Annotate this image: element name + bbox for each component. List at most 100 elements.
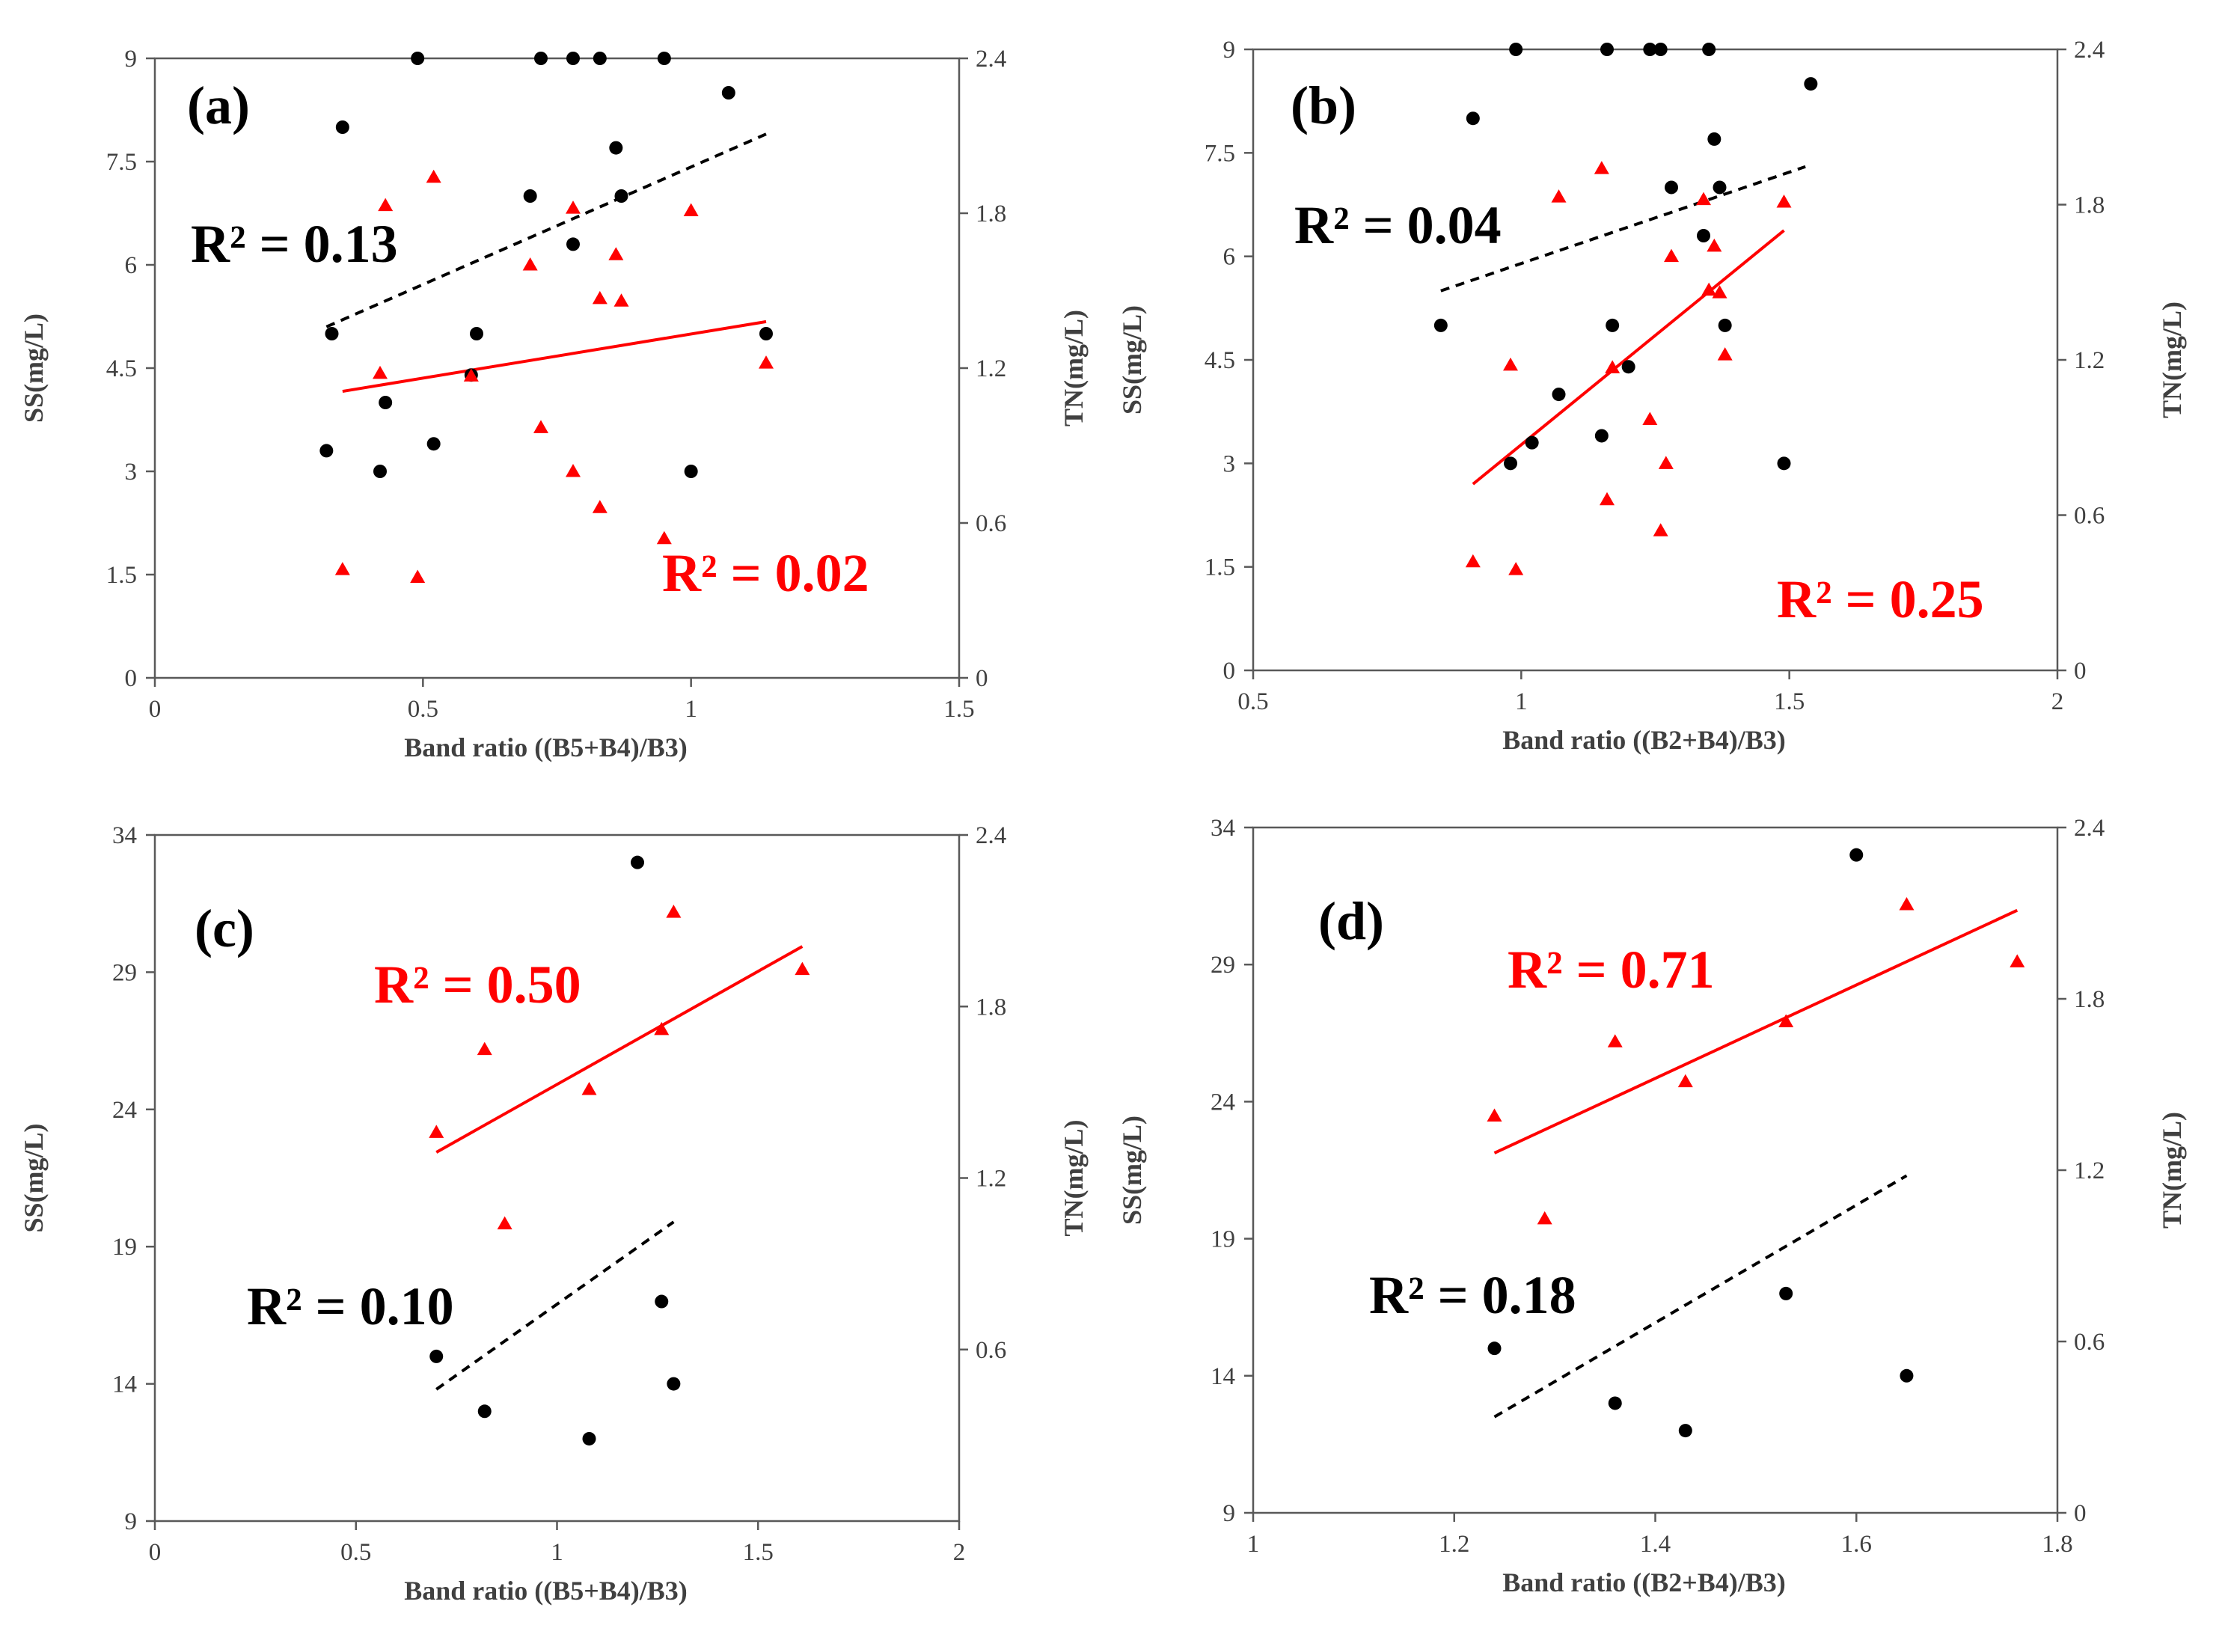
ss-point bbox=[614, 189, 628, 203]
tn-point bbox=[1487, 1108, 1502, 1122]
y-right-tick-label: 2.4 bbox=[2074, 815, 2105, 842]
tn-point bbox=[410, 569, 426, 583]
y-right-tick-label: 0 bbox=[976, 665, 988, 692]
y-left-tick-label: 19 bbox=[1211, 1226, 1235, 1253]
tn-point bbox=[795, 961, 810, 976]
tn-point bbox=[592, 500, 608, 513]
ss-point bbox=[1600, 43, 1614, 56]
ss-point bbox=[721, 86, 735, 100]
ss-r2-label: R² = 0.13 bbox=[191, 214, 398, 274]
y-left-tick-label: 6 bbox=[125, 252, 138, 279]
ss-point bbox=[523, 189, 537, 203]
ss-r2-label: R² = 0.18 bbox=[1369, 1265, 1576, 1325]
ss-point bbox=[1707, 132, 1722, 146]
ss-point bbox=[1702, 43, 1716, 56]
y-right-tick-label: 1.2 bbox=[2074, 347, 2105, 374]
ss-point bbox=[1525, 435, 1539, 450]
y-left-tick-label: 34 bbox=[112, 822, 137, 849]
y-left-axis-title: SS(mg/L) bbox=[1117, 305, 1147, 414]
tn-point bbox=[334, 562, 350, 575]
ss-point bbox=[379, 396, 393, 409]
ss-point bbox=[1900, 1368, 1914, 1383]
y-right-tick-label: 1.8 bbox=[976, 994, 1006, 1021]
x-tick-label: 2 bbox=[2051, 688, 2064, 715]
x-axis-title: Band ratio ((B5+B4)/B3) bbox=[404, 1576, 688, 1606]
tn-point bbox=[1776, 195, 1792, 208]
x-tick-label: 1.5 bbox=[943, 696, 974, 723]
x-tick-label: 0.5 bbox=[408, 696, 438, 723]
x-axis-title: Band ratio ((B5+B4)/B3) bbox=[404, 732, 688, 762]
ss-r2-label: R² = 0.10 bbox=[247, 1276, 454, 1336]
y-left-tick-label: 4.5 bbox=[1205, 347, 1235, 374]
ss-point bbox=[1433, 318, 1448, 332]
y-right-tick-label: 1.8 bbox=[2074, 192, 2105, 219]
x-tick-label: 1 bbox=[551, 1539, 563, 1566]
tn-trendline bbox=[435, 945, 804, 1154]
tn-point bbox=[581, 1082, 597, 1095]
tn-point bbox=[1658, 456, 1674, 469]
tn-point bbox=[566, 464, 581, 477]
ss-point bbox=[1621, 360, 1635, 374]
y-right-tick-label: 2.4 bbox=[976, 46, 1006, 73]
ss-trendline bbox=[325, 132, 767, 328]
ss-point bbox=[667, 1377, 681, 1391]
tn-trendline bbox=[342, 319, 767, 394]
tn-point bbox=[1607, 1034, 1623, 1047]
tn-trendline bbox=[1493, 908, 2019, 1154]
tn-r2-label: R² = 0.71 bbox=[1508, 940, 1715, 1000]
tn-trendline bbox=[1472, 229, 1785, 486]
tn-point bbox=[373, 365, 388, 379]
y-left-tick-label: 0 bbox=[125, 665, 138, 692]
tn-point bbox=[533, 420, 548, 433]
ss-r2-label: R² = 0.04 bbox=[1294, 195, 1502, 255]
tn-point bbox=[613, 293, 629, 307]
tn-point bbox=[477, 1041, 492, 1056]
tn-point bbox=[1653, 523, 1668, 536]
panel-label: (a) bbox=[187, 76, 250, 135]
ss-point bbox=[631, 855, 644, 869]
tn-point bbox=[1503, 357, 1518, 371]
ss-point bbox=[1678, 1424, 1692, 1438]
ss-point bbox=[319, 444, 334, 458]
x-tick-label: 1.5 bbox=[1774, 688, 1805, 715]
panel-label: (d) bbox=[1318, 891, 1384, 951]
y-left-axis-title: SS(mg/L) bbox=[1117, 1116, 1147, 1225]
y-left-tick-label: 29 bbox=[1211, 952, 1235, 979]
y-left-tick-label: 3 bbox=[125, 459, 138, 486]
y-left-axis-title: SS(mg/L) bbox=[19, 313, 49, 423]
y-left-tick-label: 9 bbox=[1223, 1500, 1236, 1527]
tn-r2-label: R² = 0.25 bbox=[1777, 569, 1984, 629]
ss-point bbox=[609, 141, 623, 155]
ss-point bbox=[1777, 456, 1791, 471]
ss-point bbox=[1594, 429, 1609, 443]
ss-point bbox=[1697, 229, 1710, 242]
ss-point bbox=[1665, 180, 1678, 195]
tn-point bbox=[497, 1216, 512, 1230]
tn-point bbox=[463, 368, 479, 382]
y-left-tick-label: 9 bbox=[1223, 37, 1236, 64]
y-right-tick-label: 2.4 bbox=[976, 822, 1006, 849]
y-left-tick-label: 7.5 bbox=[1205, 140, 1235, 167]
ss-point bbox=[657, 52, 671, 65]
ss-point bbox=[1718, 318, 1732, 332]
ss-point bbox=[411, 52, 425, 65]
y-right-tick-label: 1.2 bbox=[976, 355, 1006, 382]
ss-point bbox=[566, 237, 580, 251]
y-left-tick-label: 24 bbox=[112, 1097, 137, 1124]
y-right-tick-label: 2.4 bbox=[2074, 37, 2105, 64]
y-left-tick-label: 1.5 bbox=[106, 562, 137, 589]
ss-point bbox=[582, 1431, 596, 1446]
tn-point bbox=[378, 198, 394, 212]
tn-point bbox=[656, 530, 672, 545]
x-tick-label: 0 bbox=[149, 696, 162, 723]
x-tick-label: 1.6 bbox=[1841, 1531, 1872, 1558]
tn-point bbox=[2010, 954, 2025, 967]
ss-trendline bbox=[1493, 1174, 1908, 1419]
y-right-tick-label: 0 bbox=[2074, 658, 2087, 685]
y-right-tick-label: 1.8 bbox=[2074, 986, 2105, 1013]
ss-trendline bbox=[435, 1220, 675, 1391]
tn-point bbox=[608, 247, 624, 260]
ss-point bbox=[566, 52, 580, 65]
